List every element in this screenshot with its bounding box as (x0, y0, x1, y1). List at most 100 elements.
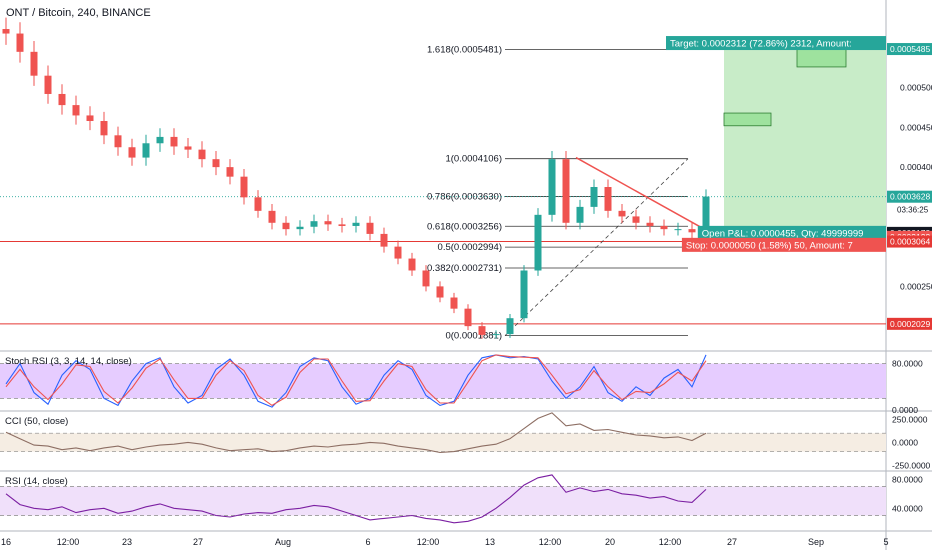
candle[interactable] (604, 179, 612, 218)
candle-body (212, 159, 220, 168)
x-tick-label: 12:00 (417, 537, 440, 547)
candle[interactable] (184, 137, 192, 159)
candle[interactable] (212, 151, 220, 176)
candle[interactable] (618, 203, 626, 224)
candle[interactable] (16, 22, 24, 63)
candle[interactable] (30, 40, 38, 86)
candle-body (506, 318, 514, 335)
candle[interactable] (688, 222, 696, 239)
indicator-tick-label: 80.0000 (892, 474, 923, 484)
candle[interactable] (394, 240, 402, 265)
candle-body (142, 143, 150, 158)
candle-body (450, 297, 458, 309)
candle[interactable] (352, 216, 360, 233)
candle[interactable] (310, 214, 318, 234)
candle[interactable] (450, 292, 458, 314)
candle[interactable] (156, 128, 164, 152)
candle[interactable] (114, 126, 122, 156)
candle-body (240, 176, 248, 198)
candle[interactable] (478, 322, 486, 339)
candle[interactable] (268, 203, 276, 230)
candle-body (226, 167, 234, 177)
indicator-panes[interactable]: Stoch RSI (3, 3, 14, 14, close) CCI (50, … (0, 354, 886, 524)
x-tick-label: 16 (1, 537, 11, 547)
indicator-tick-label: 250.0000 (892, 414, 928, 424)
candle[interactable] (422, 265, 430, 292)
candle[interactable] (58, 84, 66, 115)
current-price-tag: 0.0003628 (890, 192, 930, 202)
candle-body (562, 159, 570, 223)
candle[interactable] (660, 219, 668, 236)
stop-label-bg (681, 237, 886, 252)
x-tick-label: 12:00 (539, 537, 562, 547)
candle-body (72, 105, 80, 116)
candle[interactable] (408, 252, 416, 276)
stoch-d-line (5, 354, 707, 407)
candle[interactable] (86, 106, 94, 131)
candle[interactable] (562, 151, 570, 230)
candle[interactable] (128, 138, 136, 166)
candle[interactable] (44, 65, 52, 104)
indicator-tick-label: 0.0000 (892, 405, 918, 415)
x-tick-label: 20 (605, 537, 615, 547)
candle[interactable] (506, 314, 514, 338)
candle[interactable] (548, 151, 556, 222)
candle-body (422, 270, 430, 287)
candle[interactable] (296, 220, 304, 236)
candle[interactable] (534, 208, 542, 276)
candle[interactable] (576, 199, 584, 230)
candle-body (366, 222, 374, 234)
chart-title: ONT / Bitcoin, 240, BINANCE (6, 7, 151, 19)
candle-body (44, 75, 52, 94)
fib-level-label: 0.786(0.0003630) (427, 192, 502, 203)
candle[interactable] (170, 128, 178, 155)
fib-trend-line (504, 158, 689, 336)
price-tick-label: 0.0004000 (900, 162, 932, 172)
candle[interactable] (464, 304, 472, 331)
candle[interactable] (282, 216, 290, 236)
hline-price-tag-bg (887, 235, 932, 248)
target-zone (724, 49, 886, 233)
fib-level-label: 1(0.0004106) (445, 154, 502, 165)
candle[interactable] (520, 265, 528, 323)
indicator-title: CCI (50, close) (5, 416, 68, 427)
indicator-title: Stoch RSI (3, 3, 14, 14, close) (5, 356, 132, 367)
candle[interactable] (632, 209, 640, 230)
candle[interactable] (240, 168, 248, 205)
candle[interactable] (324, 214, 332, 231)
candle[interactable] (142, 134, 150, 166)
candle[interactable] (198, 141, 206, 168)
candle[interactable] (590, 179, 598, 214)
candle[interactable] (226, 159, 234, 185)
candle[interactable] (72, 95, 80, 125)
candle[interactable] (338, 217, 346, 233)
fib-level-label: 0.382(0.0002731) (427, 263, 502, 274)
hline-price-tag: 0.0003064 (890, 237, 930, 247)
candle-body (604, 187, 612, 211)
price-pane[interactable]: 1.618(0.0005481) 1(0.0004106) 0.786(0.0003… (0, 17, 886, 342)
candle-body (436, 286, 444, 298)
candle-body (660, 225, 668, 230)
candle[interactable] (674, 222, 682, 236)
indicator-tick-label: 40.0000 (892, 503, 923, 513)
candle-body (688, 229, 696, 233)
candle[interactable] (254, 190, 262, 218)
target-price-tag-bg (887, 43, 932, 56)
indicator-band (0, 486, 886, 516)
candle-body (198, 149, 206, 160)
candle[interactable] (492, 330, 500, 339)
x-tick-label: 27 (193, 537, 203, 547)
candle[interactable] (100, 111, 108, 145)
candle[interactable] (646, 216, 654, 233)
candle[interactable] (366, 216, 374, 241)
candle[interactable] (436, 281, 444, 303)
candle[interactable] (380, 227, 388, 253)
indicator-tick-label: 0.0000 (892, 437, 918, 447)
x-tick-label: 13 (485, 537, 495, 547)
candle-body (408, 258, 416, 271)
candle-body (282, 222, 290, 230)
candle[interactable] (2, 17, 10, 45)
